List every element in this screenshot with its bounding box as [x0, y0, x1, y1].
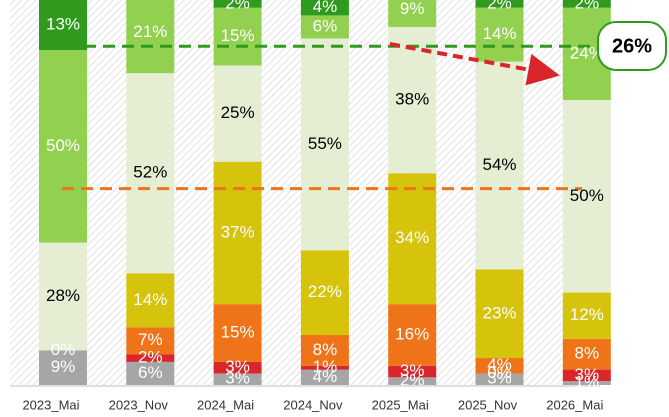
data-label: 24%	[570, 43, 604, 62]
data-label: 34%	[395, 228, 429, 247]
bar-segment	[126, 273, 175, 328]
data-label: 2%	[225, 0, 250, 12]
bar-segment	[300, 0, 349, 16]
bar-segment	[388, 377, 437, 385]
x-tick-label: 2023_Nov	[109, 397, 169, 412]
x-tick-label: 2023_Mai	[22, 397, 79, 412]
data-label: 0%	[487, 363, 512, 382]
bar-segment	[388, 0, 437, 27]
data-label: 54%	[482, 155, 516, 174]
bar-segment	[388, 173, 437, 305]
bar-segment	[126, 73, 175, 274]
data-label: 52%	[133, 163, 167, 182]
data-label: 2%	[487, 0, 512, 12]
data-label: 6%	[138, 363, 163, 382]
bar-segment	[475, 61, 524, 270]
annotation: 26%	[612, 35, 652, 57]
bar-segment	[126, 327, 175, 355]
bar-segment	[562, 338, 611, 370]
data-label: 15%	[221, 26, 255, 45]
data-label: 1%	[313, 357, 338, 376]
bar-segment	[213, 0, 262, 8]
bar-segment	[126, 354, 175, 362]
bar-segment	[213, 161, 262, 305]
x-tick-label: 2025_Mai	[372, 397, 429, 412]
bar-segment	[213, 7, 262, 66]
bar-segment	[562, 292, 611, 339]
bar-segment	[388, 304, 437, 366]
data-label: 9%	[51, 357, 76, 376]
data-label: 2%	[400, 371, 425, 390]
data-label: 6%	[313, 16, 338, 35]
bar-segment	[213, 361, 262, 374]
bar-segment	[126, 361, 175, 385]
bar-segment	[562, 369, 611, 382]
bar-segment	[475, 7, 524, 62]
annotation-box	[597, 21, 667, 71]
bar-segment	[475, 373, 524, 385]
data-label: 7%	[138, 330, 163, 349]
data-label: 4%	[313, 367, 338, 386]
bar-segment	[388, 365, 437, 378]
data-label: 21%	[133, 22, 167, 41]
bar-segment	[126, 0, 175, 74]
data-label: 55%	[308, 134, 342, 153]
data-label: 0%	[51, 340, 76, 359]
data-label: 8%	[575, 344, 600, 363]
data-label: 0%	[138, 0, 163, 1]
data-label: 16%	[395, 324, 429, 343]
data-label: 1%	[575, 373, 600, 392]
data-label: 38%	[395, 90, 429, 109]
bar-segment	[39, 50, 87, 243]
trend-arrow	[389, 42, 560, 86]
bar-segment	[300, 365, 349, 370]
data-label: 4%	[313, 0, 338, 16]
data-label: 28%	[46, 286, 80, 305]
data-label: 2%	[575, 0, 600, 12]
bar-segment	[475, 358, 524, 374]
bar-segment	[300, 250, 349, 335]
data-label: 14%	[133, 290, 167, 309]
data-label: 25%	[221, 103, 255, 122]
bar-segment	[562, 0, 611, 8]
data-label: 12%	[570, 305, 604, 324]
bar-segment	[39, 0, 87, 51]
x-tick-label: 2026_Mai	[546, 397, 603, 412]
data-label: 0%	[400, 0, 425, 1]
bar-segment	[213, 304, 262, 362]
bar-segment	[562, 381, 611, 385]
bar-segment	[39, 350, 87, 385]
bar-segment	[39, 242, 87, 351]
data-label: 50%	[570, 186, 604, 205]
data-label: 15%	[221, 323, 255, 342]
data-label: 4%	[487, 355, 512, 374]
x-tick-label: 2024_Mai	[197, 397, 254, 412]
data-label: 3%	[400, 361, 425, 380]
data-label: 14%	[482, 24, 516, 43]
data-label: 13%	[46, 15, 80, 34]
bar-segment	[300, 38, 349, 251]
data-label: 8%	[313, 340, 338, 359]
bar-segment	[213, 65, 262, 162]
data-label: 37%	[221, 222, 255, 241]
data-label: 3%	[225, 357, 250, 376]
bar-segment	[300, 334, 349, 366]
x-tick-label: 2024_Nov	[283, 397, 343, 412]
bar-segment	[475, 269, 524, 359]
data-label: 2%	[138, 348, 163, 367]
data-label: 23%	[482, 303, 516, 322]
data-label: 3%	[575, 365, 600, 384]
data-label: 3%	[487, 369, 512, 388]
data-label: 22%	[308, 282, 342, 301]
data-label: 50%	[46, 136, 80, 155]
data-label: 9%	[400, 0, 425, 18]
x-tick-label: 2025_Nov	[458, 397, 518, 412]
bar-segment	[300, 15, 349, 39]
bar-segment	[475, 0, 524, 8]
bar-segment	[213, 373, 262, 385]
bar-segment	[562, 100, 611, 293]
bar-segment	[300, 369, 349, 385]
data-label: 3%	[225, 369, 250, 388]
